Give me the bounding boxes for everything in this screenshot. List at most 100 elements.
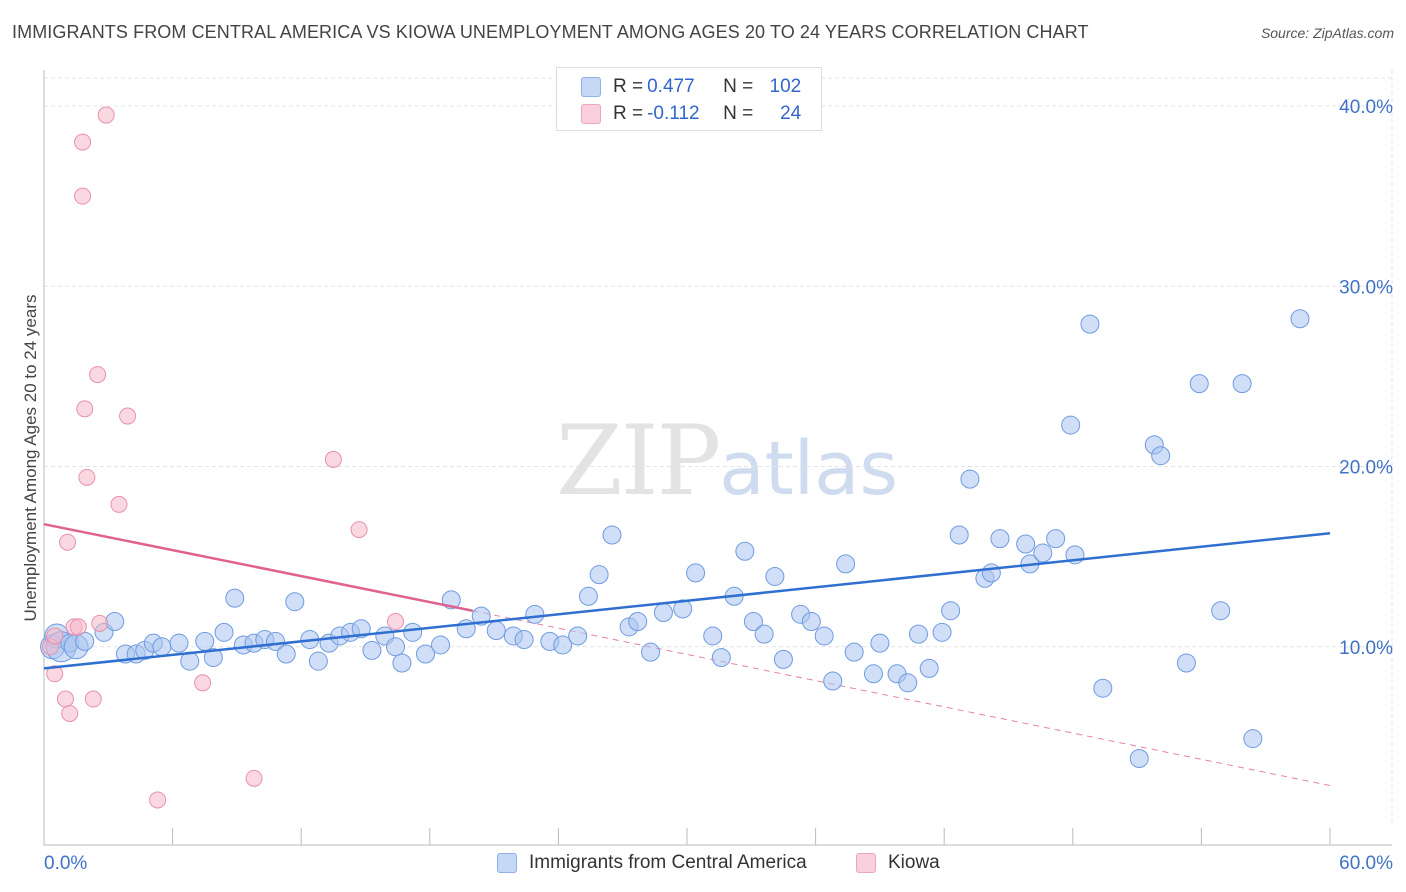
bottom-legend-label: Immigrants from Central America [529,852,807,873]
central-america-point [225,588,245,608]
central-america-point [673,599,693,619]
central-america-point [1176,653,1196,673]
central-america-point [711,648,731,668]
central-america-point [1046,529,1066,549]
kiowa-trend-line [43,522,473,612]
central-america-point [1211,601,1231,621]
kiowa-point [110,495,128,513]
central-america-point [105,612,125,632]
central-america-point [265,631,285,651]
legend-n-label: N = [723,103,754,124]
central-america-point [898,673,918,693]
kiowa-point [56,690,74,708]
central-america-point [602,525,622,545]
bottom-legend-central-america: Immigrants from Central America [497,852,807,874]
central-america-point [203,648,223,668]
legend-swatch-blue [581,77,601,97]
central-america-point [1290,309,1310,329]
central-america-point [1061,415,1081,435]
x-tick-label: 60.0% [1339,853,1393,874]
central-america-point [568,626,588,646]
chart-title: IMMIGRANTS FROM CENTRAL AMERICA VS KIOWA… [12,22,1089,42]
trend-lines-front [43,522,1331,670]
central-america-point [641,642,661,662]
central-america-point [1080,314,1100,334]
central-america-point [1016,534,1036,554]
central-america-point [525,604,545,624]
kiowa-point [59,533,77,551]
kiowa-point [91,614,109,632]
bottom-legend-swatch-blue [497,853,517,873]
central-america-point [471,606,491,626]
legend-row-kiowa: R = -0.112 N = 24 [581,102,801,126]
central-america-point [653,603,673,623]
kiowa-point [119,407,137,425]
central-america-point [195,631,215,651]
bottom-legend-label: Kiowa [888,852,940,873]
central-america-point [276,644,296,664]
central-america-point [169,633,189,653]
central-america-point [981,563,1001,583]
central-america-point [308,651,328,671]
central-america-point [553,635,573,655]
central-america-point [836,554,856,574]
central-america-point [765,566,785,586]
kiowa-point [76,400,94,418]
kiowa-point [84,690,102,708]
central-america-point [214,622,234,642]
legend-r-label: R = [613,76,644,97]
central-america-point [386,637,406,657]
data-points [40,106,1310,809]
central-america-point [941,601,961,621]
legend-n-value: 102 [769,76,802,97]
y-tick-label: 30.0% [1339,277,1393,298]
source-credit: Source: ZipAtlas.com [1260,25,1394,41]
central-america-trend-line [43,531,1331,670]
central-america-point [1129,749,1149,769]
grid-lines [44,70,1393,827]
central-america-point [686,563,706,583]
central-america-point [431,635,451,655]
legend-n-value: 24 [780,103,802,124]
y-tick-label: 40.0% [1339,97,1393,118]
kiowa-point [149,791,167,809]
central-america-point [514,630,534,650]
central-america-point [1033,543,1053,563]
kiowa-point [245,769,263,787]
kiowa-point [61,704,79,722]
trend-lines [472,610,1331,787]
central-america-point [844,642,864,662]
central-america-point [949,525,969,545]
kiowa-point [194,674,212,692]
central-america-point [932,622,952,642]
y-axis-label: Unemployment Among Ages 20 to 24 years [21,295,40,622]
legend-swatch-pink [581,104,601,124]
central-america-point [392,653,412,673]
central-america-point [814,626,834,646]
bottom-legend-swatch-pink [856,853,876,873]
central-america-point [152,637,172,657]
y-tick-label: 20.0% [1339,458,1393,479]
central-america-point [578,586,598,606]
legend-n-label: N = [723,76,754,97]
central-america-point [351,619,371,639]
kiowa-point [74,133,92,151]
central-america-point [743,612,763,632]
central-america-point [990,529,1010,549]
legend-row-central-america: R = 0.477 N = 102 [581,75,801,99]
bottom-legend-kiowa: Kiowa [856,852,940,874]
watermark-atlas: atlas [719,426,899,512]
central-america-point [908,624,928,644]
central-america-point [919,658,939,678]
axes [43,70,1392,846]
central-america-point [589,565,609,585]
central-america-point [870,633,890,653]
bottom-legend: Immigrants from Central America Kiowa [0,852,1406,878]
central-america-point [703,626,723,646]
central-america-point [801,612,821,632]
kiowa-point [46,665,64,683]
kiowa-point [97,106,115,124]
x-tick-label: 0.0% [44,853,87,874]
kiowa-point [387,613,405,631]
central-america-point [416,644,436,664]
